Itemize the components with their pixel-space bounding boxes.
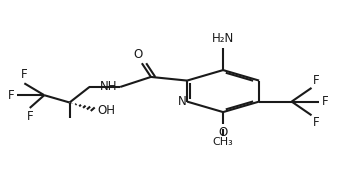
Text: N: N — [178, 95, 187, 108]
Text: CH₃: CH₃ — [213, 137, 233, 147]
Text: F: F — [322, 95, 328, 108]
Text: O: O — [134, 48, 143, 61]
Text: F: F — [26, 110, 33, 123]
Text: NH: NH — [100, 80, 117, 93]
Text: O: O — [219, 126, 228, 139]
Text: OH: OH — [98, 104, 116, 117]
Text: F: F — [313, 116, 320, 129]
Text: F: F — [8, 89, 14, 102]
Text: F: F — [313, 74, 320, 87]
Text: H₂N: H₂N — [212, 32, 234, 45]
Text: F: F — [21, 68, 28, 82]
